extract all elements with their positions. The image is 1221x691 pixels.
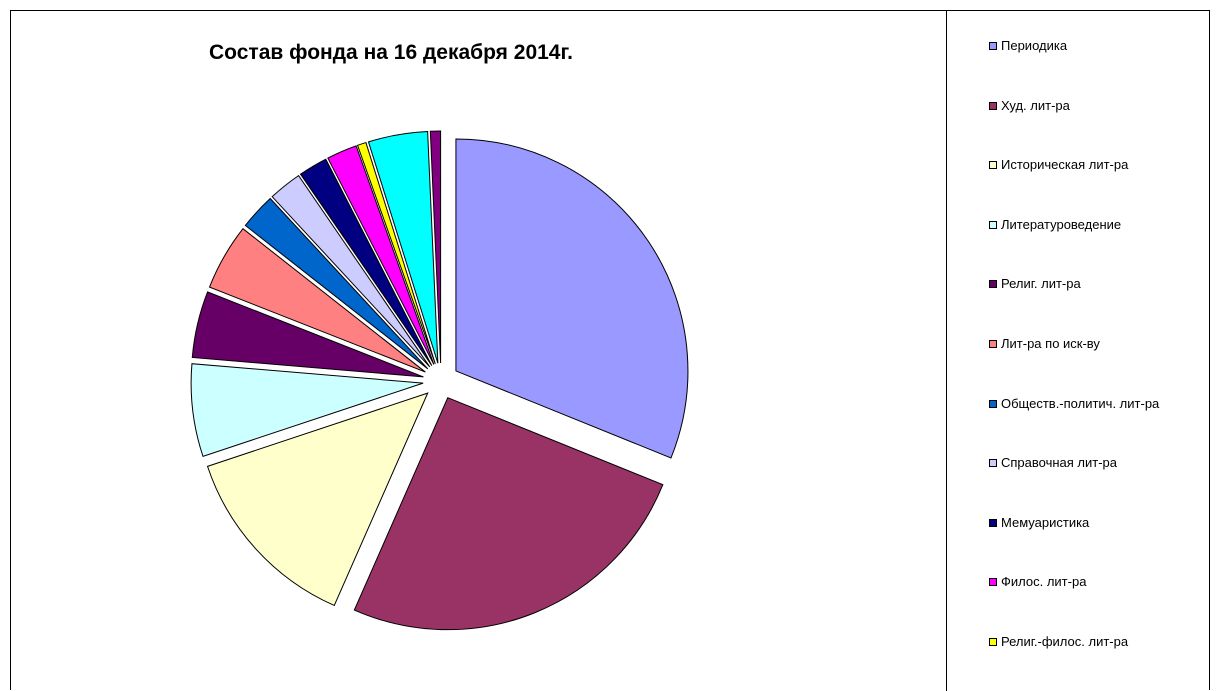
pie-slice-10 [356, 141, 436, 365]
pie-slice-9 [327, 145, 435, 365]
legend-label: Обществ.-политич. лит-ра [1001, 395, 1160, 411]
legend-swatch [989, 340, 997, 348]
pie-slice-2 [206, 392, 429, 607]
pie-slice-4 [191, 291, 424, 378]
legend-swatch [989, 459, 997, 468]
pie-slice-8 [299, 158, 433, 366]
legend-swatch [989, 399, 997, 408]
pie-slice-6 [244, 197, 429, 370]
chart-frame: Состав фонда на 16 декабря 2014г. Период… [10, 10, 1210, 691]
legend-swatch [989, 280, 997, 289]
chart-title: Состав фонда на 16 декабря 2014г. [209, 41, 573, 64]
legend-label: Филос. лит-ра [1001, 574, 1087, 590]
pie-slice-5 [208, 228, 426, 373]
legend-label: Литературоведение [1001, 216, 1122, 232]
pie-slice-1 [353, 397, 664, 631]
legend-label: Справочная лит-ра [1001, 455, 1118, 471]
legend-swatch [989, 220, 997, 229]
legend-label: Историческая лит-ра [1001, 157, 1129, 173]
pie-slice-3 [190, 363, 424, 457]
legend-swatch [989, 101, 997, 110]
legend-swatch [989, 42, 997, 50]
pie-slice-11 [367, 130, 439, 364]
legend-label: Религ.-филос. лит-ра [1001, 634, 1129, 649]
legend-label: Периодика [1001, 38, 1068, 53]
legend-label: Мемуаристика [1001, 514, 1090, 530]
legend-swatch [989, 638, 997, 646]
legend-label: Религ. лит-ра [1001, 276, 1081, 292]
legend-swatch [989, 578, 997, 587]
legend-label: Лит-ра по иск-ву [1001, 336, 1100, 351]
pie-chart [190, 130, 689, 631]
legend-divider [946, 11, 947, 691]
legend-label: Худ. лит-ра [1001, 97, 1070, 113]
pie-slice-12 [429, 130, 442, 364]
pie-slice-0 [455, 138, 689, 459]
legend-swatch [989, 161, 997, 170]
legend-swatch [989, 518, 997, 527]
pie-slice-7 [271, 174, 431, 368]
